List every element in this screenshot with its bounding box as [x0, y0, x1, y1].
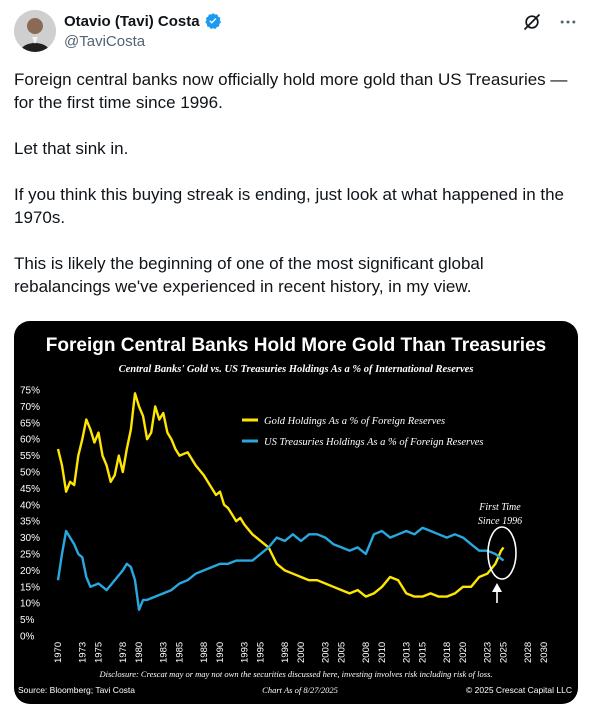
x-tick-label: 1970 [53, 642, 64, 663]
x-tick-label: 1975 [94, 642, 105, 663]
chart-date-text: Chart As of 8/27/2025 [262, 685, 338, 695]
x-tick-label: 1988 [199, 642, 210, 663]
annotation: First Time Since 1996 [478, 502, 522, 603]
grok-icon[interactable] [522, 12, 542, 32]
tweet-paragraph: If you think this buying streak is endin… [14, 185, 565, 227]
x-tick-label: 1978 [118, 642, 129, 663]
x-tick-label: 1998 [280, 642, 291, 663]
tweet-top-actions [522, 12, 578, 32]
x-tick-label: 1990 [215, 642, 226, 663]
x-tick-label: 2018 [442, 642, 453, 663]
y-tick-label: 40% [20, 500, 40, 511]
y-tick-label: 50% [20, 468, 40, 479]
series-lines [56, 392, 505, 611]
y-tick-label: 25% [20, 550, 40, 561]
author-handle[interactable]: @TaviCosta [64, 33, 146, 50]
tweet-paragraph: Let that sink in. [14, 139, 129, 158]
gold-vs-treasuries-chart: Foreign Central Banks Hold More Gold Tha… [18, 335, 572, 695]
y-tick-label: 10% [20, 599, 40, 610]
y-tick-label: 55% [20, 451, 40, 462]
avatar-image [14, 10, 56, 52]
author-name-row: Otavio (Tavi) Costa [64, 12, 222, 30]
verified-badge-icon [204, 13, 221, 30]
more-icon[interactable] [558, 12, 578, 32]
x-tick-label: 1983 [158, 642, 169, 663]
y-tick-label: 65% [20, 418, 40, 429]
chart-image[interactable]: Foreign Central Banks Hold More Gold Tha… [14, 321, 578, 704]
x-tick-label: 2030 [539, 642, 550, 663]
x-tick-label: 2000 [296, 642, 307, 663]
x-tick-label: 2020 [458, 642, 469, 663]
disclosure-text: Disclosure: Crescat may or may not own t… [98, 669, 492, 679]
x-tick-label: 2013 [401, 642, 412, 663]
x-tick-label: 2023 [482, 642, 493, 663]
y-tick-label: 60% [20, 435, 40, 446]
y-tick-label: 45% [20, 484, 40, 495]
x-tick-label: 2003 [320, 642, 331, 663]
x-tick-label: 2015 [418, 642, 429, 663]
x-tick-label: 2008 [361, 642, 372, 663]
y-tick-label: 20% [20, 566, 40, 577]
x-tick-label: 1995 [256, 642, 267, 663]
avatar[interactable] [14, 10, 56, 52]
author-display-name[interactable]: Otavio (Tavi) Costa [64, 12, 200, 30]
y-tick-label: 5% [20, 615, 35, 626]
chart-title: Foreign Central Banks Hold More Gold Tha… [46, 335, 546, 356]
y-tick-label: 30% [20, 533, 40, 544]
x-tick-label: 1980 [134, 642, 145, 663]
legend-label-gold: Gold Holdings As a % of Foreign Reserves [264, 416, 445, 427]
y-tick-label: 0% [20, 632, 35, 643]
x-tick-label: 1993 [239, 642, 250, 663]
y-tick-label: 75% [20, 386, 40, 397]
chart-subtitle: Central Banks' Gold vs. US Treasuries Ho… [119, 364, 474, 375]
legend-label-treasuries: US Treasuries Holdings As a % of Foreign… [264, 437, 484, 448]
x-tick-label: 2005 [337, 642, 348, 663]
annotation-text-line2: Since 1996 [478, 516, 522, 527]
y-tick-label: 70% [20, 402, 40, 413]
tweet-paragraph: Foreign central banks now officially hol… [14, 70, 568, 112]
source-text: Source: Bloomberg; Tavi Costa [18, 685, 135, 695]
y-tick-label: 35% [20, 517, 40, 528]
gold-holdings-line [56, 392, 505, 598]
legend: Gold Holdings As a % of Foreign Reserves… [242, 416, 484, 448]
us-treasuries-line [56, 526, 505, 611]
x-axis-ticks: 1970 1973 1975 1978 1980 1983 1985 1988 1990 1993… [53, 642, 550, 663]
x-tick-label: 1985 [175, 642, 186, 663]
annotation-text-line1: First Time [478, 502, 521, 513]
x-tick-label: 2010 [377, 642, 388, 663]
annotation-arrow-head [492, 583, 502, 592]
copyright-text: © 2025 Crescat Capital LLC [466, 685, 572, 695]
tweet-paragraph: This is likely the beginning of one of t… [14, 254, 484, 296]
x-tick-label: 2028 [523, 642, 534, 663]
x-tick-label: 2025 [499, 642, 510, 663]
annotation-ellipse [487, 526, 517, 580]
y-axis-ticks: 0% 5% 10% 15% 20% 25% 30% 35% 40% 45% 50% 55% 60% 65%… [20, 386, 40, 643]
x-tick-label: 1973 [77, 642, 88, 663]
y-tick-label: 15% [20, 582, 40, 593]
tweet-text: Foreign central banks now officially hol… [14, 68, 574, 321]
